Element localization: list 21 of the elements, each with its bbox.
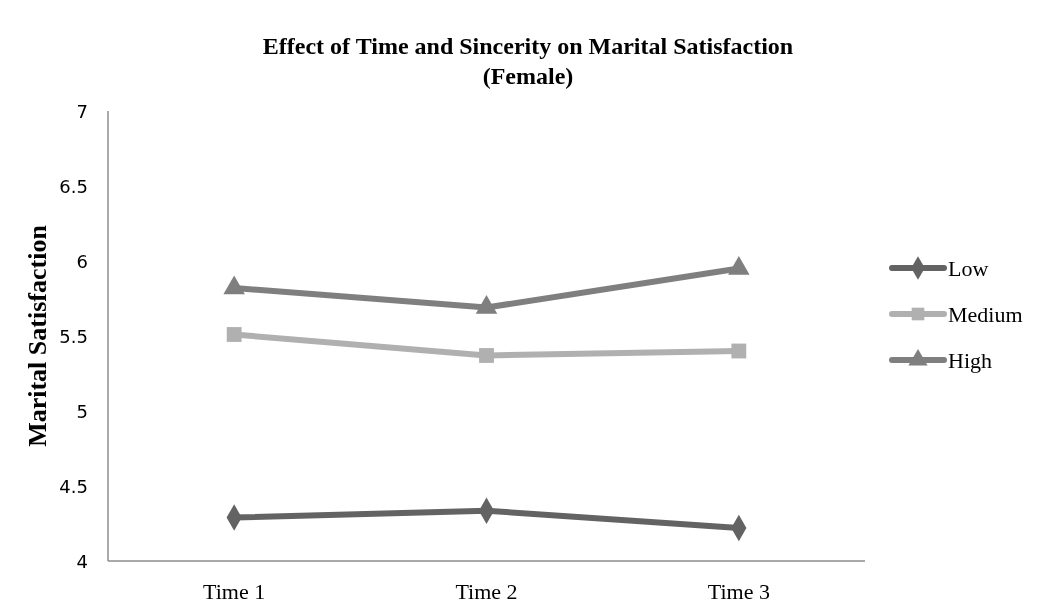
chart-title: Effect of Time and Sincerity on Marital Satisfaction (Female) <box>262 33 794 89</box>
y-tick-label: 6 <box>76 250 88 272</box>
point <box>475 295 498 314</box>
legend-label: Low <box>948 255 989 281</box>
x-tick-label: Time 3 <box>707 579 770 604</box>
y-tick-label: 5 <box>76 400 88 422</box>
legend-label: Medium <box>948 301 1023 327</box>
point <box>731 343 747 359</box>
y-tick-label: 4.5 <box>59 475 88 497</box>
legend-label: High <box>948 347 992 373</box>
y-tick-label: 5.5 <box>59 325 88 347</box>
y-tick-label: 7 <box>76 100 88 122</box>
y-axis-title: Marital Satisfaction <box>23 224 52 447</box>
point <box>728 256 750 275</box>
x-tick-label: Time 2 <box>455 579 518 604</box>
x-tick-label: Time 1 <box>203 579 266 604</box>
y-tick-label: 6.5 <box>59 175 88 197</box>
y-tick-label: 4 <box>76 550 88 572</box>
point <box>226 327 242 342</box>
point <box>479 348 494 363</box>
point <box>223 275 245 295</box>
